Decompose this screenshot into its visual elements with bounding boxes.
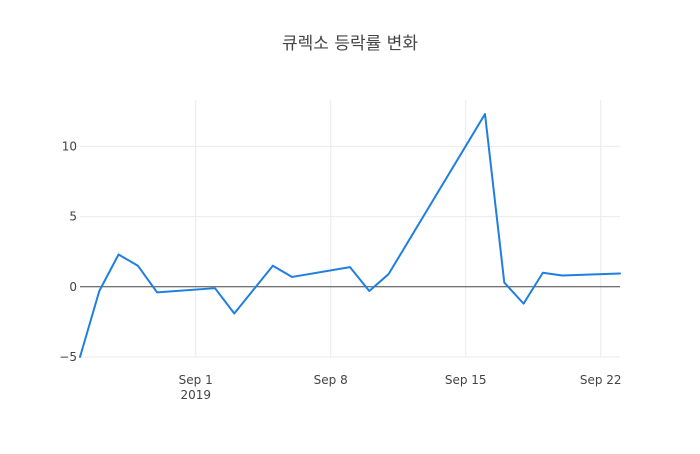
y-tick-label: 10: [62, 139, 77, 153]
x-tick-label: Sep 22: [580, 373, 622, 387]
x-tick-label: Sep 1: [179, 373, 213, 387]
y-tick-label: −5: [59, 350, 77, 364]
y-tick-label: 5: [69, 210, 77, 224]
y-axis: −5 0 5 10: [59, 139, 77, 364]
grid: [80, 100, 620, 358]
x-tick-sublabel: 2019: [180, 388, 211, 402]
series-layer: [79, 113, 621, 358]
chart-title: 큐렉소 등락률 변화: [282, 34, 418, 54]
x-tick-label: Sep 8: [314, 373, 348, 387]
series-line: [79, 113, 621, 358]
x-tick-label: Sep 15: [445, 373, 487, 387]
y-tick-label: 0: [69, 280, 77, 294]
